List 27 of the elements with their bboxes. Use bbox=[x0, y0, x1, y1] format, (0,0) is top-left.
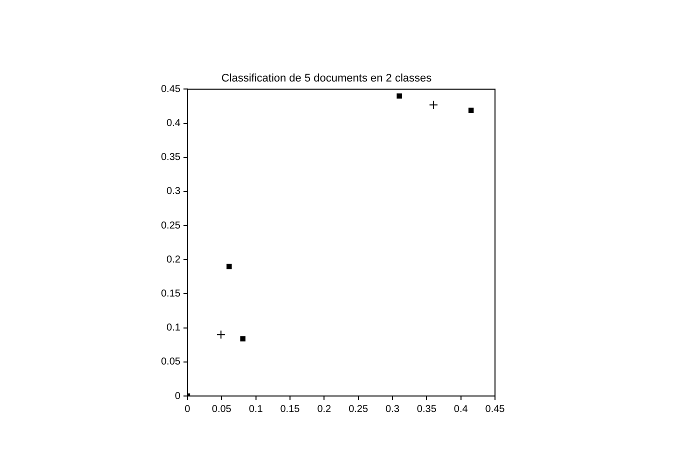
x-tick-label: 0.2 bbox=[317, 404, 332, 415]
y-tick-label: 0.15 bbox=[160, 288, 181, 300]
point bbox=[396, 93, 402, 99]
y-tick-label: 0.05 bbox=[160, 356, 181, 368]
x-tick-label: 0.45 bbox=[485, 404, 506, 415]
y-tick-label: 0.2 bbox=[166, 254, 181, 266]
y-tick-label: 0.1 bbox=[166, 322, 181, 334]
x-tick-label: 0.35 bbox=[416, 404, 437, 415]
point bbox=[240, 336, 246, 342]
x-tick-label: 0.05 bbox=[212, 404, 232, 415]
y-tick-label: 0.35 bbox=[160, 152, 181, 164]
y-tick-label: 0.45 bbox=[160, 84, 181, 95]
point bbox=[226, 264, 232, 270]
x-tick-label: 0 bbox=[184, 404, 191, 415]
x-tick-label: 0.3 bbox=[386, 404, 400, 415]
chart-title: Classification de 5 documents en 2 classes bbox=[221, 72, 432, 85]
x-tick-label: 0.15 bbox=[280, 404, 300, 415]
y-tick-label: 0 bbox=[174, 390, 181, 402]
y-tick-label: 0.4 bbox=[166, 118, 181, 130]
x-tick-label: 0.4 bbox=[454, 404, 468, 415]
y-tick-label: 0.3 bbox=[166, 186, 181, 198]
point bbox=[428, 100, 438, 110]
point bbox=[216, 330, 226, 340]
y-tick-label: 0.25 bbox=[160, 220, 181, 232]
point bbox=[468, 108, 474, 113]
x-tick-label: 0.1 bbox=[248, 404, 264, 415]
x-tick-label: 0.25 bbox=[348, 404, 368, 415]
